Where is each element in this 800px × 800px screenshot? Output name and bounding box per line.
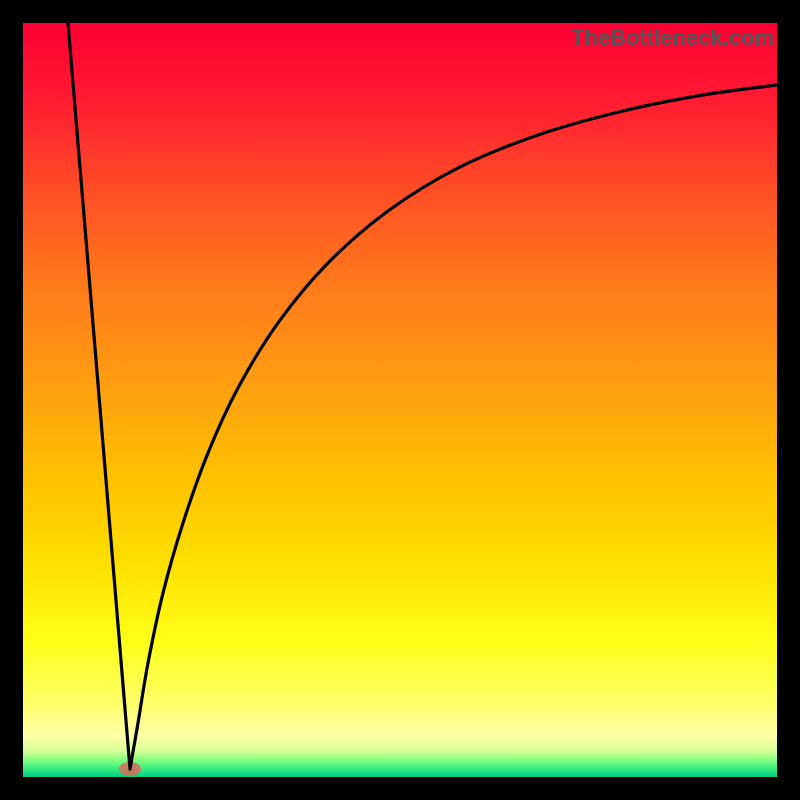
border-bottom [0,777,800,800]
border-right [777,0,800,800]
chart-container: TheBottleneck.com [0,0,800,800]
watermark-text: TheBottleneck.com [571,25,774,51]
bottleneck-curve [68,23,777,769]
border-top [0,0,800,23]
plot-area [23,23,777,777]
border-left [0,0,23,800]
curve-layer [23,23,777,777]
